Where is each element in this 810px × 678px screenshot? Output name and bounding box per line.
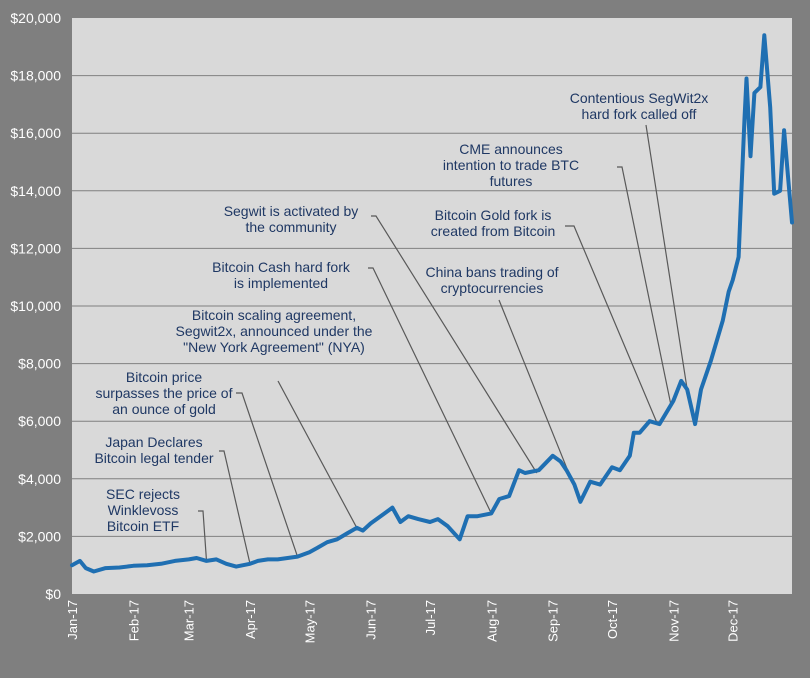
x-tick-label: Jan-17	[65, 600, 80, 640]
annotation-text: "New York Agreement" (NYA)	[183, 339, 365, 355]
x-tick-label: May-17	[302, 600, 317, 643]
annotation-leader-line	[236, 392, 299, 557]
annotation-text: Bitcoin scaling agreement,	[192, 307, 356, 323]
annotation-text: intention to trade BTC	[443, 157, 579, 173]
annotation-text: Bitcoin legal tender	[94, 450, 213, 466]
annotation-leader-line	[368, 267, 492, 514]
annotation-text: Bitcoin Cash hard fork	[212, 259, 351, 275]
y-tick-label: $20,000	[10, 10, 61, 26]
x-tick-label: Feb-17	[126, 600, 141, 641]
annotation-text: Segwit is activated by	[224, 203, 359, 219]
x-tick-label: Nov-17	[666, 600, 681, 642]
annotation-leader-line	[645, 124, 688, 390]
annotation-text: futures	[490, 173, 533, 189]
x-tick-label: Dec-17	[726, 600, 741, 642]
annotation-text: Bitcoin price	[126, 369, 202, 385]
y-tick-label: $4,000	[18, 471, 61, 487]
annotation-text: Segwit2x, announced under the	[176, 323, 373, 339]
annotation-text: cryptocurrencies	[441, 280, 544, 296]
annotation-text: Japan Declares	[105, 434, 202, 450]
x-tick-label: Oct-17	[605, 600, 620, 639]
annotation-leader-line	[565, 225, 659, 425]
annotation-text: Winklevoss	[108, 502, 179, 518]
annotation-leader-line	[219, 450, 251, 564]
annotation-leader-line	[371, 215, 538, 474]
annotation-text: an ounce of gold	[112, 401, 216, 417]
annotation-leader-line	[617, 166, 672, 407]
y-tick-label: $6,000	[18, 413, 61, 429]
annotation-text: created from Bitcoin	[431, 223, 556, 239]
y-tick-label: $0	[45, 586, 61, 602]
price-line	[70, 33, 794, 574]
y-tick-label: $12,000	[10, 240, 61, 256]
x-tick-label: Jul-17	[423, 600, 438, 635]
annotation-leader-line	[277, 380, 358, 529]
annotation-text: SEC rejects	[106, 486, 180, 502]
x-tick-label: Mar-17	[182, 600, 197, 641]
annotation-text: surpasses the price of	[96, 385, 233, 401]
annotation-text: Bitcoin ETF	[107, 518, 179, 534]
y-tick-label: $2,000	[18, 528, 61, 544]
annotation-leader-line	[198, 510, 208, 561]
annotation-text: is implemented	[234, 275, 328, 291]
x-tick-label: Jun-17	[364, 600, 379, 640]
y-tick-label: $18,000	[10, 68, 61, 84]
y-tick-label: $10,000	[10, 298, 61, 314]
x-tick-label: Aug-17	[484, 600, 499, 642]
annotation-text: Contentious SegWit2x	[570, 90, 709, 106]
y-tick-label: $8,000	[18, 356, 61, 372]
annotation-text: the community	[245, 219, 336, 235]
annotation-text: hard fork called off	[582, 106, 697, 122]
x-tick-label: Apr-17	[243, 600, 258, 639]
x-tick-label: Sep-17	[546, 600, 561, 642]
y-tick-label: $16,000	[10, 125, 61, 141]
y-tick-label: $14,000	[10, 183, 61, 199]
annotation-text: CME announces	[459, 141, 563, 157]
annotation-text: Bitcoin Gold fork is	[435, 207, 552, 223]
annotation-text: China bans trading of	[425, 264, 558, 280]
